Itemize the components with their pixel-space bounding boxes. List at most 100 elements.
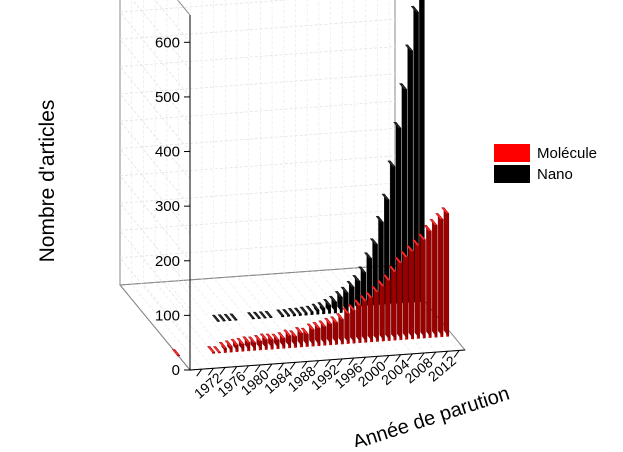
bar-nano-1984 [252,311,261,320]
y-tick-label: 0 [172,362,180,379]
x-tick [442,350,448,359]
x-axis-line [189,349,466,371]
x-tick [289,362,296,370]
bar-molcule-1987 [294,326,303,348]
bar-molcule-1980 [253,334,262,351]
y-tick-label: 100 [155,307,180,324]
bar-nano-1991 [293,307,302,317]
x-tick [360,356,366,365]
y-axis: 0 100 200 300 400 500 600 [155,15,191,379]
bar-molcule-1977 [236,337,245,352]
x-axis: 1972197619801984198819921996200020042008… [189,349,466,402]
x-tick [336,358,343,367]
bar-molcule-2002 [382,273,391,342]
y-tick-label: 400 [155,144,180,161]
x-tick [243,365,249,374]
bar-molcule-1997 [353,299,362,344]
legend-swatch-0 [494,144,530,162]
bar-nano-1992 [299,306,308,316]
y-axis-title: Nombre d'articles [36,100,59,263]
bar-molcule-1991 [318,320,327,346]
gridline-floor [225,277,296,363]
legend-label-1: Nano [537,166,573,183]
bar-nano-1990 [287,307,296,317]
bar-molcule-2007 [411,239,420,339]
gridline-floor [189,279,261,366]
bar-molcule-2008 [417,233,426,339]
x-axis-title: Année de parution [350,383,512,447]
gridline-floor [213,277,284,364]
y-tick-label: 300 [155,198,180,215]
x-tick [196,368,203,377]
bar-molcule-1999 [364,291,374,343]
bar-molcule-1984 [277,331,286,349]
gridline-back [119,100,396,122]
gridline-floor [283,272,355,359]
gridline-floor [201,278,273,365]
bar-nano-2000 [346,280,355,313]
bar-molcule-2005 [400,250,409,340]
gridline-floor [295,271,366,358]
gridline-floor [248,275,320,361]
bar-molcule-2010 [429,218,438,338]
bar-molcule-2003 [388,265,397,341]
bar-molcule-1996 [347,303,356,344]
gridline-back [119,73,396,95]
x-tick [219,367,226,375]
bar-molcule-2011 [435,212,444,338]
bar-nano-2011 [410,5,419,308]
bar-molcule-2000 [370,285,380,342]
x-tick [383,355,390,363]
bar-molcule-1976 [230,338,239,353]
bar-molcule-2004 [394,256,403,341]
x-tick [348,357,355,366]
bar-nano-1979 [223,313,232,322]
bar-molcule-2001 [376,279,385,342]
bar-molcule-1966 [171,348,181,357]
x-tick [254,364,261,373]
gridline-back [119,155,396,177]
gridline-side [119,66,191,152]
bar-molcule-1981 [259,333,268,351]
bar-molcule-1990 [312,321,321,347]
bar-molcule-1994 [335,312,344,345]
bar-molcule-1972 [206,345,216,354]
gridline-back [119,237,396,259]
bar-molcule-1979 [247,336,257,351]
bar-molcule-1975 [224,340,233,353]
bar-molcule-2006 [406,244,415,340]
x-tick [371,356,378,364]
bar-molcule-1978 [242,336,251,352]
gridline-floor [131,283,203,370]
x-tick [266,363,273,372]
gridline-floor [260,274,331,361]
bar-nano-1988 [276,309,285,318]
gridline-back [119,46,396,67]
x-tick [418,352,425,361]
bar-molcule-1995 [341,307,350,345]
chart-bars [171,0,450,357]
x-tick [430,351,437,360]
bar-nano-1978 [217,313,226,322]
bar-nano-1980 [229,313,238,321]
x-tick [278,362,285,371]
bar-molcule-2012 [441,206,450,337]
x-tick [313,360,320,368]
legend-swatch-1 [494,165,530,183]
gridline-back [119,128,396,149]
bar-molcule-1985 [283,329,292,349]
bar-molcule-1989 [306,323,315,347]
bar-nano-1997 [328,295,338,314]
bar-nano-1993 [305,305,314,316]
bar-molcule-1982 [265,333,274,350]
bar-molcule-1986 [288,329,298,348]
bar-nano-1986 [264,310,273,319]
gridline-side [119,11,191,98]
x-tick [231,366,238,374]
x-tick [207,368,214,376]
gridline-back [119,18,396,40]
bar-molcule-1998 [359,294,368,343]
bar-nano-1977 [211,314,220,323]
bar-nano-1983 [246,311,256,320]
